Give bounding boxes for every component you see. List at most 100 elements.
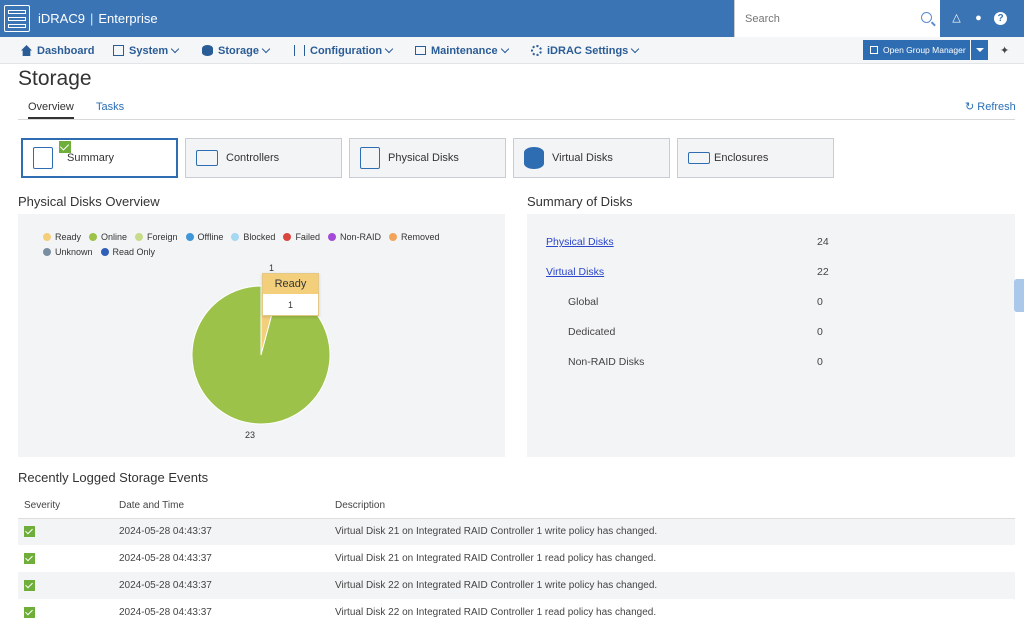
legend-item-blocked[interactable]: Blocked	[231, 229, 275, 244]
card-virtual-disks[interactable]: Virtual Disks	[513, 138, 670, 178]
brand-separator: |	[89, 10, 94, 26]
table-row: 2024-05-28 04:43:37 Virtual Disk 22 on I…	[18, 599, 1015, 626]
summary-dedicated-value: 0	[817, 326, 823, 338]
gear-icon	[531, 45, 542, 56]
chevron-down-icon	[384, 44, 394, 53]
card-controllers[interactable]: Controllers	[185, 138, 342, 178]
nav-system-label: System	[129, 44, 169, 57]
tab-overview[interactable]: Overview	[28, 101, 74, 119]
summary-title: Summary of Disks	[527, 194, 633, 209]
events-title: Recently Logged Storage Events	[18, 470, 209, 485]
overview-title: Physical Disks Overview	[18, 194, 160, 209]
column-date-time[interactable]: Date and Time	[119, 493, 335, 519]
brand: iDRAC9 | Enterprise	[4, 3, 158, 33]
open-group-manager-button[interactable]: Open Group Manager	[863, 40, 970, 60]
pie-slice-online[interactable]	[191, 285, 331, 425]
enclosure-icon	[688, 152, 710, 164]
pie-label-online: 23	[245, 430, 256, 440]
summary-global-label: Global	[568, 296, 599, 308]
product-name: iDRAC9	[38, 10, 85, 26]
summary-physical-disks-link[interactable]: Physical Disks	[546, 236, 614, 248]
chevron-down-icon	[170, 44, 180, 53]
summary-virtual-disks-link[interactable]: Virtual Disks	[546, 266, 604, 278]
database-icon	[202, 45, 213, 56]
chevron-down-icon	[631, 44, 640, 53]
chart-tooltip: Ready 1	[262, 273, 319, 316]
legend-swatch	[100, 247, 109, 256]
datetime-cell: 2024-05-28 04:43:37	[119, 553, 212, 564]
tab-tasks[interactable]: Tasks	[96, 101, 125, 113]
legend-label: Unknown	[55, 246, 93, 257]
datetime-cell: 2024-05-28 04:43:37	[119, 607, 212, 618]
page-title: Storage	[18, 67, 92, 90]
help-icon[interactable]: ?	[994, 12, 1007, 25]
legend-label: Ready	[55, 231, 82, 242]
nav-storage[interactable]: Storage	[202, 37, 271, 64]
lock-icon[interactable]: △	[952, 12, 961, 24]
controller-icon	[196, 150, 218, 166]
legend-item-read-only[interactable]: Read Only	[100, 244, 156, 259]
search-icon[interactable]	[921, 12, 932, 23]
severity-ok-icon	[24, 579, 35, 591]
disk-icon	[360, 147, 380, 169]
description-cell: Virtual Disk 22 on Integrated RAID Contr…	[335, 572, 1015, 599]
chevron-down-icon	[261, 44, 271, 53]
column-severity[interactable]: Severity	[18, 493, 119, 519]
nav-configuration[interactable]: Configuration	[294, 37, 394, 64]
legend-swatch	[327, 232, 336, 241]
legend-label: Read Only	[112, 246, 156, 257]
summary-panel	[527, 214, 1015, 457]
column-description[interactable]: Description	[335, 493, 1015, 519]
physical-disks-link[interactable]: Physical Disks	[546, 236, 614, 248]
legend-item-foreign[interactable]: Foreign	[135, 229, 178, 244]
search-box	[734, 0, 940, 37]
refresh-button[interactable]: ↻ Refresh	[965, 100, 1016, 113]
legend-item-offline[interactable]: Offline	[185, 229, 223, 244]
nav-idrac-settings-label: iDRAC Settings	[547, 44, 629, 57]
severity-ok-icon	[24, 606, 35, 618]
user-icon[interactable]: ●	[975, 12, 982, 24]
virtual-disks-link[interactable]: Virtual Disks	[546, 266, 605, 278]
pin-icon[interactable]: ✦	[1000, 45, 1010, 57]
legend-item-online[interactable]: Online	[89, 229, 127, 244]
datetime-cell: 2024-05-28 04:43:37	[119, 518, 335, 545]
group-manager-icon	[870, 46, 878, 54]
nav-dashboard[interactable]: Dashboard	[21, 37, 94, 64]
nav-system[interactable]: System	[113, 37, 180, 64]
summary-non-raid-value: 0	[817, 356, 823, 368]
refresh-label: Refresh	[977, 101, 1016, 113]
legend-label: Removed	[400, 231, 440, 242]
card-enclosures-label: Enclosures	[714, 152, 769, 164]
summary-global-value: 0	[817, 296, 823, 308]
card-summary-label: Summary	[67, 152, 115, 164]
side-scroll-tab[interactable]	[1014, 279, 1024, 312]
search-input[interactable]	[735, 0, 905, 37]
legend-item-removed[interactable]: Removed	[388, 229, 440, 244]
datetime-cell: 2024-05-28 04:43:37	[119, 572, 335, 599]
severity-ok-icon	[24, 552, 35, 564]
description-cell: Virtual Disk 21 on Integrated RAID Contr…	[335, 518, 1015, 545]
legend-item-ready[interactable]: Ready	[43, 229, 81, 244]
check-icon	[59, 141, 71, 153]
chevron-down-icon	[500, 44, 509, 53]
chart-legend: Ready Online Foreign Offline Blocked Failed No…	[43, 229, 463, 259]
legend-item-non-raid[interactable]: Non-RAID	[327, 229, 381, 244]
legend-item-unknown[interactable]: Unknown	[43, 244, 93, 259]
card-enclosures[interactable]: Enclosures	[677, 138, 834, 178]
card-summary[interactable]: Summary	[21, 138, 178, 178]
sliders-icon	[294, 45, 305, 56]
nav-idrac-settings[interactable]: iDRAC Settings	[531, 37, 640, 64]
legend-label: Online	[101, 231, 128, 242]
legend-swatch	[185, 232, 194, 241]
legend-swatch	[388, 232, 397, 241]
table-row: 2024-05-28 04:43:37 Virtual Disk 21 on I…	[18, 545, 1015, 572]
summary-icon	[33, 147, 53, 169]
events-table: Severity Date and Time Description 2024-…	[18, 493, 1015, 626]
monitor-icon	[415, 46, 426, 55]
group-manager-dropdown[interactable]	[971, 40, 988, 60]
nav-maintenance[interactable]: Maintenance	[415, 37, 509, 64]
nav-storage-label: Storage	[218, 44, 259, 57]
legend-item-failed[interactable]: Failed	[283, 229, 320, 244]
card-physical-disks[interactable]: Physical Disks	[349, 138, 506, 178]
table-header: Severity Date and Time Description	[18, 493, 1015, 519]
